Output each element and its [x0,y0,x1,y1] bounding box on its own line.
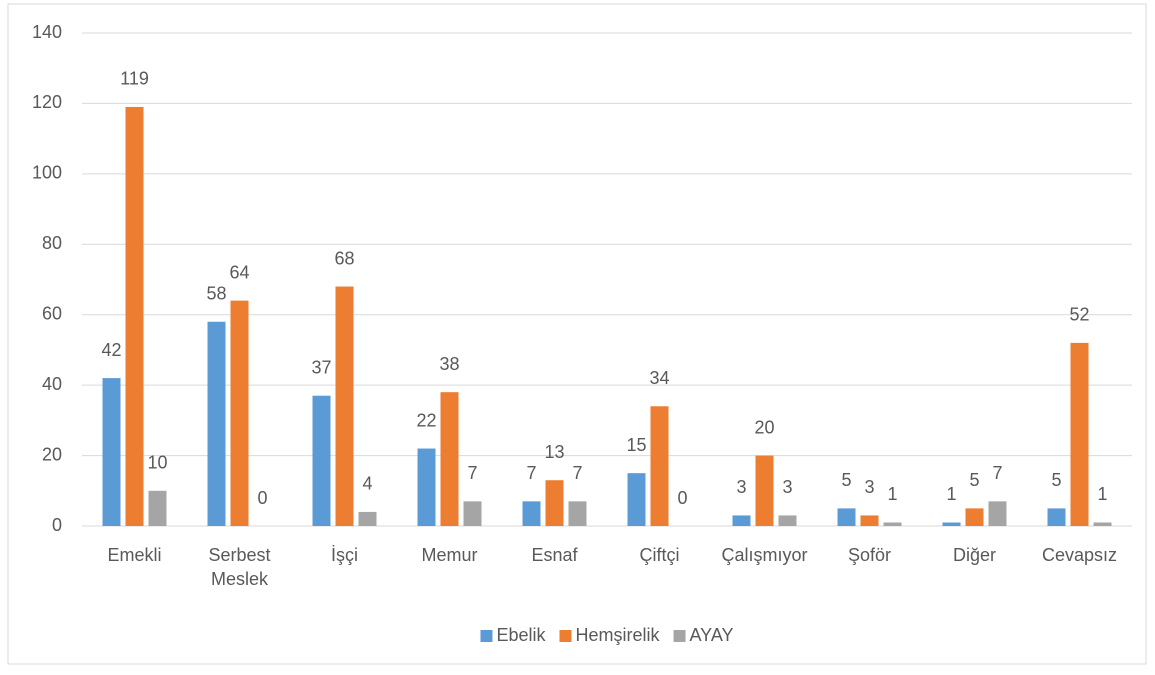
data-label: 0 [257,488,267,508]
bar [568,501,587,526]
x-tick-label: Emekli [107,545,162,565]
bar [942,522,961,526]
bar [335,286,354,526]
data-label: 37 [311,357,331,377]
bar [463,501,482,526]
x-tick-label: Esnaf [531,545,578,565]
bar [778,515,797,526]
y-tick-label: 80 [42,233,62,253]
x-tick-label: Çiftçi [639,545,680,565]
x-tick-label: Serbest Meslek [208,545,271,589]
x-tick-label: Memur [421,545,478,565]
x-tick-label: İşçi [331,545,358,565]
chart-frame [7,3,1147,665]
data-label: 1 [946,484,956,504]
data-label: 7 [572,463,582,483]
legend-label: Ebelik [496,625,546,645]
data-label: 58 [206,284,226,304]
bar [148,490,167,526]
data-label: 5 [1051,470,1061,490]
bar [230,300,249,526]
bar [312,395,331,526]
bar [650,406,669,526]
bar [207,321,226,526]
data-label: 42 [101,340,121,360]
bar [965,508,984,526]
bar [417,448,436,526]
bar [1070,342,1089,526]
data-label: 7 [992,463,1002,483]
y-tick-label: 120 [32,92,62,112]
data-label: 13 [544,442,564,462]
data-label: 3 [864,477,874,497]
x-tick-label: Çalışmıyor [721,545,808,565]
bar [883,522,902,526]
data-label: 22 [416,410,436,430]
data-label: 1 [887,484,897,504]
bar [440,392,459,526]
data-label: 3 [736,477,746,497]
y-tick-label: 140 [32,22,62,42]
y-tick-label: 20 [42,444,62,464]
x-tick-label: Şoför [847,545,892,565]
bar [102,378,121,526]
data-label: 3 [782,477,792,497]
legend-swatch [559,630,572,642]
bar [545,480,564,526]
y-tick-label: 40 [42,374,62,394]
data-label: 34 [649,368,669,388]
bar [860,515,879,526]
data-label: 119 [120,69,149,89]
y-tick-label: 0 [52,515,62,535]
data-label: 7 [467,463,477,483]
y-tick-label: 60 [42,303,62,323]
data-label: 10 [147,453,167,473]
x-tick-label: Diğer [952,545,996,565]
data-label: 4 [362,474,372,494]
bar [358,511,377,526]
legend-swatch [673,630,686,642]
data-label: 20 [754,417,774,437]
legend-swatch [480,630,493,642]
data-label: 7 [526,463,536,483]
data-label: 0 [677,488,687,508]
legend-label: Hemşirelik [576,625,661,645]
data-label: 1 [1097,484,1107,504]
data-label: 5 [841,470,851,490]
bar [522,501,541,526]
x-tick-label: Cevapsız [1041,545,1118,565]
bar [1093,522,1112,526]
bar [988,501,1007,526]
bar [1047,508,1066,526]
data-label: 38 [439,354,459,374]
legend-label: AYAY [690,625,734,645]
y-tick-label: 100 [32,163,62,183]
bar [837,508,856,526]
bar [755,455,774,526]
data-label: 15 [626,435,646,455]
data-label: 64 [229,262,249,282]
bar [627,473,646,526]
bar [732,515,751,526]
data-label: 52 [1069,305,1089,325]
data-label: 5 [969,470,979,490]
data-label: 68 [334,248,354,268]
bar [125,106,144,526]
